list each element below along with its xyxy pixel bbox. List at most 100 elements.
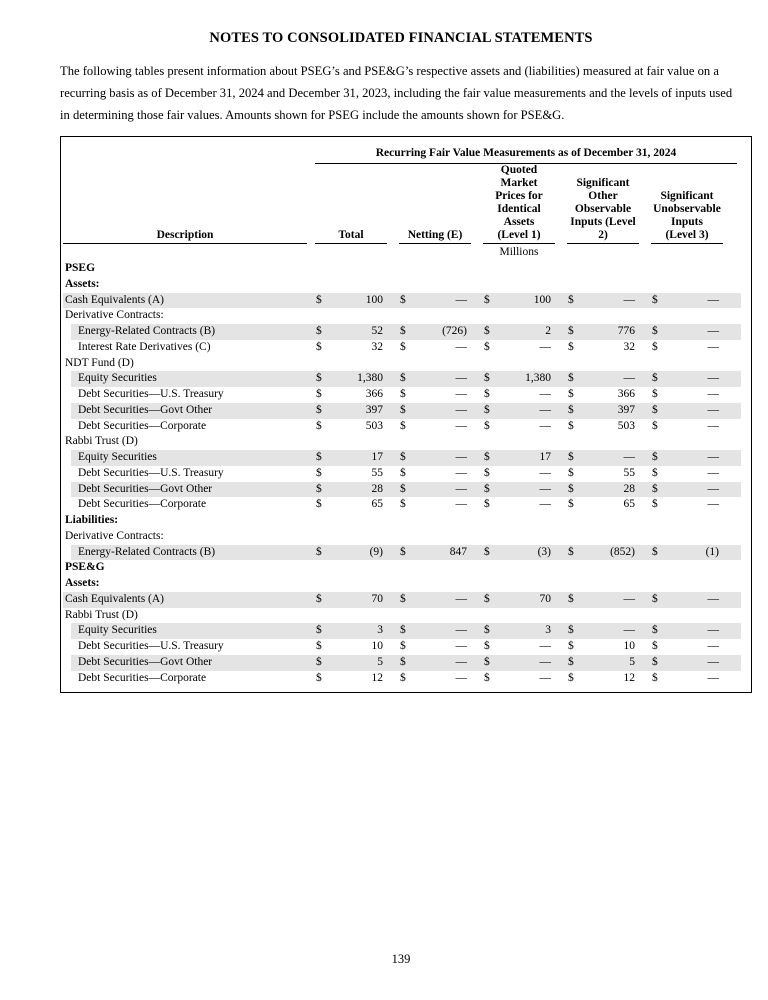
cell-value: 65 — [371, 498, 384, 511]
cell-value: 1,380 — [357, 372, 383, 385]
currency-symbol: $ — [400, 372, 406, 385]
currency-symbol: $ — [652, 372, 658, 385]
currency-symbol: $ — [568, 372, 574, 385]
currency-symbol: $ — [568, 419, 574, 432]
cell-value: — — [455, 592, 468, 605]
currency-symbol: $ — [400, 640, 406, 652]
cell-value: 503 — [365, 419, 383, 432]
currency-symbol: $ — [652, 403, 658, 416]
cell-value: — — [707, 388, 720, 400]
currency-symbol: $ — [400, 451, 406, 463]
cell-value: — — [455, 671, 468, 684]
column-header-level1: Quoted Market Prices for Identical Asset… — [483, 164, 555, 244]
table-section-row: PSE&G — [63, 560, 741, 576]
table-row: Debt Securities—Govt Other $28 $ — $ — $28 $ — — [63, 481, 741, 498]
table-banner-title: Recurring Fair Value Measurements as of … — [315, 137, 737, 164]
currency-symbol: $ — [400, 655, 406, 668]
row-label: Rabbi Trust (D) — [65, 435, 138, 448]
currency-symbol: $ — [568, 624, 574, 637]
currency-symbol: $ — [652, 419, 658, 432]
table-units-row: Millions — [63, 244, 741, 261]
currency-symbol: $ — [400, 419, 406, 432]
currency-symbol: $ — [568, 671, 574, 684]
table-row: Debt Securities—Govt Other $5 $ — $ — $5 $ — — [63, 654, 741, 671]
table-section-row: Rabbi Trust (D) — [63, 608, 741, 624]
page-title: NOTES TO CONSOLIDATED FINANCIAL STATEMEN… — [209, 30, 593, 46]
table-section-row: Liabilities: — [63, 513, 741, 529]
currency-symbol: $ — [484, 325, 490, 337]
row-label: PSE&G — [65, 561, 105, 574]
currency-symbol: $ — [652, 293, 658, 306]
currency-symbol: $ — [400, 325, 406, 337]
intro-paragraph: The following tables present information… — [60, 64, 733, 122]
table-section-row: Derivative Contracts: — [63, 308, 741, 324]
currency-symbol: $ — [652, 655, 658, 668]
table-row: Cash Equivalents (A) $70 $ — $70 $ — $ — — [63, 591, 741, 608]
cell-value: (3) — [537, 545, 551, 558]
currency-symbol: $ — [652, 671, 658, 684]
fair-value-table: Recurring Fair Value Measurements as of … — [60, 136, 752, 694]
currency-symbol: $ — [484, 592, 490, 605]
cell-value: (726) — [442, 325, 467, 337]
currency-symbol: $ — [484, 498, 490, 511]
currency-symbol: $ — [484, 403, 490, 416]
cell-value: 503 — [617, 419, 635, 432]
currency-symbol: $ — [484, 388, 490, 400]
table-banner-row: Recurring Fair Value Measurements as of … — [63, 137, 741, 164]
cell-value: — — [455, 372, 468, 385]
content-area: NOTES TO CONSOLIDATED FINANCIAL STATEMEN… — [60, 0, 752, 694]
currency-symbol: $ — [316, 388, 322, 400]
currency-symbol: $ — [400, 592, 406, 605]
currency-symbol: $ — [400, 482, 406, 495]
cell-value: — — [707, 592, 720, 605]
cell-value: 5 — [629, 655, 635, 668]
cell-value: 70 — [371, 592, 384, 605]
table-row: Debt Securities—U.S. Treasury $366 $ — $ — $36… — [63, 387, 741, 403]
cell-value: 55 — [623, 466, 636, 479]
cell-value: 32 — [371, 340, 384, 353]
table-header-row: Description Total Netting (E) Quoted Mar… — [63, 164, 741, 244]
row-label: Energy-Related Contracts (B) — [78, 325, 216, 337]
cell-value: 397 — [365, 403, 383, 416]
cell-value: — — [455, 482, 468, 495]
cell-value: — — [539, 482, 552, 495]
currency-symbol: $ — [484, 340, 490, 353]
row-label: Debt Securities—Corporate — [78, 671, 207, 684]
currency-symbol: $ — [400, 388, 406, 400]
row-label: Derivative Contracts: — [65, 309, 164, 322]
cell-value: — — [455, 466, 468, 479]
cell-value: 776 — [617, 325, 635, 337]
cell-value: 397 — [617, 403, 635, 416]
currency-symbol: $ — [484, 293, 490, 306]
currency-symbol: $ — [316, 340, 322, 353]
currency-symbol: $ — [400, 466, 406, 479]
cell-value: — — [707, 372, 720, 385]
currency-symbol: $ — [316, 372, 322, 385]
table-row: Equity Securities $17 $ — $17 $ — $ — — [63, 450, 741, 466]
cell-value: — — [623, 451, 636, 463]
currency-symbol: $ — [316, 451, 322, 463]
currency-symbol: $ — [568, 388, 574, 400]
table-row: Cash Equivalents (A) $100 $ — $100 $ — $ — — [63, 292, 741, 309]
cell-value: (852) — [610, 545, 635, 558]
currency-symbol: $ — [568, 340, 574, 353]
currency-symbol: $ — [568, 498, 574, 511]
cell-value: — — [707, 325, 720, 337]
currency-symbol: $ — [316, 640, 322, 652]
cell-value: — — [455, 388, 468, 400]
cell-value: — — [539, 671, 552, 684]
cell-value: 366 — [365, 388, 383, 400]
cell-value: — — [707, 671, 720, 684]
currency-symbol: $ — [484, 372, 490, 385]
cell-value: — — [455, 640, 468, 652]
currency-symbol: $ — [316, 403, 322, 416]
currency-symbol: $ — [316, 655, 322, 668]
table-section-row: Derivative Contracts: — [63, 529, 741, 545]
currency-symbol: $ — [568, 592, 574, 605]
table-row: Debt Securities—U.S. Treasury $55 $ — $ — $55 $… — [63, 466, 741, 482]
cell-value: 12 — [623, 671, 636, 684]
cell-value: — — [623, 372, 636, 385]
row-label: Debt Securities—U.S. Treasury — [78, 640, 224, 652]
currency-symbol: $ — [568, 640, 574, 652]
currency-symbol: $ — [316, 624, 322, 637]
